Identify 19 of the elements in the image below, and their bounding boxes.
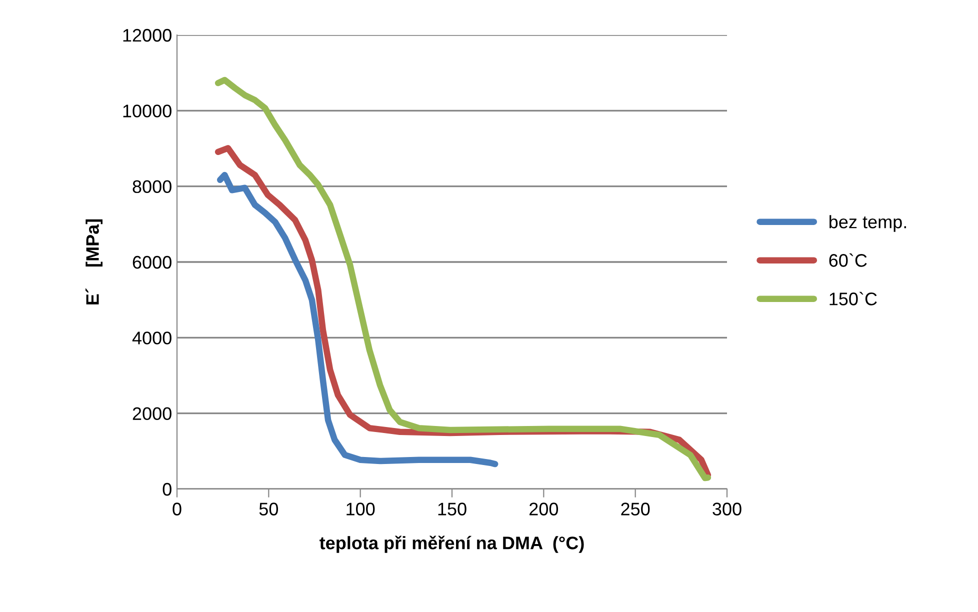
y-tick-label: 10000 <box>123 104 172 118</box>
x-tick-label: 150 <box>438 502 466 516</box>
x-tick-label: 100 <box>346 502 375 516</box>
y-axis-title: E´ [MPa] <box>86 219 102 304</box>
y-tick-label: 6000 <box>132 256 172 269</box>
legend-label: 60`C <box>829 253 867 267</box>
y-tick-label: 2000 <box>132 407 172 420</box>
y-tick-label: 0 <box>162 482 172 496</box>
legend-label: 150`C <box>830 292 877 306</box>
x-tick-label: 250 <box>621 502 650 516</box>
legend-label: bez temp. <box>830 215 906 232</box>
x-tick-label: 300 <box>712 502 742 516</box>
y-tick-label: 4000 <box>132 332 172 344</box>
x-tick-label: 0 <box>172 502 182 516</box>
x-tick-label: 200 <box>530 502 558 516</box>
y-tick-label: 8000 <box>132 180 172 194</box>
y-tick-label: 12000 <box>123 28 172 42</box>
x-tick-label: 50 <box>259 502 278 516</box>
x-axis-title: teplota při měření na DMA (°C) <box>320 536 584 553</box>
